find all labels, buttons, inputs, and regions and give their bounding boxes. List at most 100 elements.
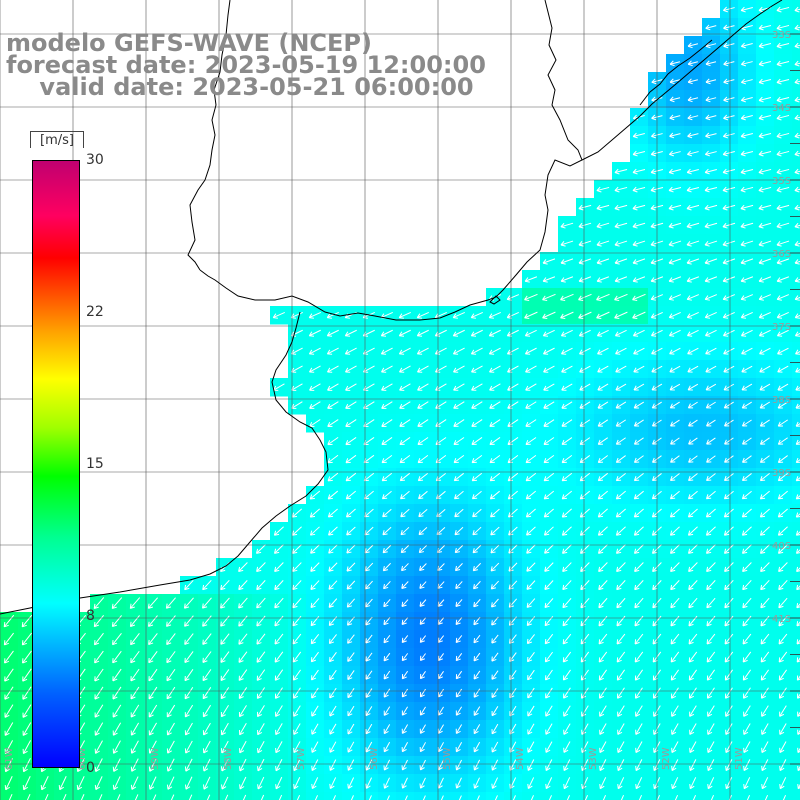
wind-arrow [202, 704, 212, 718]
wind-arrow [22, 740, 32, 754]
wind-arrow [417, 454, 429, 464]
wind-arrow [345, 365, 357, 373]
wind-arrow [438, 777, 444, 789]
wind-arrow-head [668, 259, 674, 265]
wind-arrow [687, 151, 699, 155]
wind-arrow-head [778, 657, 784, 663]
wind-arrow-head [689, 693, 695, 699]
wind-arrow-head [256, 584, 262, 591]
wind-arrow [111, 597, 123, 609]
wind-arrow-head [274, 657, 280, 663]
wind-arrow [112, 615, 122, 627]
wind-arrow-head [794, 222, 800, 229]
rio-de-la-plata-south-coastline [0, 311, 329, 615]
wind-arrow-head [704, 259, 710, 265]
wind-arrow [794, 278, 800, 282]
wind-arrow-head [417, 439, 423, 446]
wind-arrow-head [383, 783, 389, 789]
wind-arrow [364, 544, 374, 554]
wind-arrow [668, 258, 682, 264]
wind-arrow [742, 597, 752, 609]
wind-arrow-head [722, 168, 728, 175]
wind-arrow [328, 526, 338, 536]
wind-arrow [454, 526, 464, 536]
wind-arrow [473, 759, 481, 771]
wind-arrow-head [776, 6, 782, 13]
wind-arrow-head [455, 565, 461, 572]
wind-arrow [723, 25, 735, 29]
wind-arrow [670, 455, 680, 463]
wind-arrow-head [687, 114, 693, 121]
wind-arrow [473, 724, 481, 734]
wind-arrow-head [309, 512, 316, 518]
wind-arrow [580, 580, 590, 590]
wind-arrow-head [310, 584, 316, 590]
wind-arrow-head [560, 222, 566, 229]
wind-arrow-head [596, 186, 602, 193]
wind-arrow [598, 651, 608, 663]
wind-arrow-head [687, 150, 693, 157]
wind-cell [702, 792, 721, 800]
wind-arrow-head [759, 385, 765, 391]
wind-arrow [616, 580, 626, 590]
wind-arrow [602, 795, 607, 800]
wind-arrow-head [453, 476, 460, 482]
wind-arrow-head [742, 621, 748, 627]
wind-arrow [275, 759, 283, 771]
wind-arrow-head [562, 675, 568, 681]
wind-arrow-head [256, 675, 262, 681]
wind-arrow [489, 454, 501, 464]
wind-arrow-head [130, 748, 136, 754]
wind-arrow [796, 549, 800, 554]
wind-arrow [722, 258, 736, 264]
wind-arrow [202, 580, 212, 590]
wind-arrow-head [329, 656, 335, 663]
wind-arrow-head [723, 512, 730, 518]
wind-arrow-head [524, 349, 531, 355]
wind-arrow-head [417, 458, 423, 464]
wind-arrow-head [329, 675, 335, 681]
wind-arrow [149, 740, 157, 754]
wind-arrow [634, 544, 644, 554]
wind-arrow-head [632, 204, 638, 211]
wind-arrow-head [544, 584, 550, 590]
wind-arrow-head [776, 241, 782, 247]
wind-arrow [758, 204, 772, 210]
wind-arrow [668, 222, 682, 228]
wind-arrow [686, 294, 700, 300]
wind-arrow [471, 311, 483, 319]
wind-arrow [382, 508, 392, 518]
wind-arrow [796, 675, 800, 681]
wind-arrow-head [94, 784, 101, 791]
wind-arrow [524, 311, 538, 319]
wind-arrow-head [796, 639, 800, 645]
wind-arrow [634, 490, 644, 500]
wind-arrow-head [94, 712, 100, 718]
wind-arrow-head [578, 259, 584, 265]
wind-arrow [5, 776, 13, 790]
wind-arrow-head [112, 748, 118, 754]
wind-arrow [454, 508, 464, 518]
wind-arrow-head [758, 78, 764, 85]
wind-arrow [130, 722, 140, 736]
wind-arrow-head [257, 729, 263, 736]
wind-arrow [778, 508, 788, 518]
wind-cell [450, 792, 469, 800]
wind-arrow [329, 669, 337, 681]
wind-arrow [794, 170, 800, 174]
wind-arrow [473, 598, 481, 608]
wind-arrow-head [761, 729, 767, 735]
wind-arrow [220, 597, 230, 609]
wind-arrow [418, 526, 428, 536]
wind-arrow [345, 472, 357, 482]
wind-arrow [311, 669, 319, 681]
wind-arrow [437, 617, 445, 625]
wind-arrow-head [275, 729, 281, 736]
wind-arrow-head [794, 6, 800, 13]
wind-arrow-head [597, 457, 604, 463]
wind-arrow [455, 653, 463, 661]
wind-arrow-head [706, 421, 712, 427]
wind-arrow-head [688, 603, 694, 609]
wind-arrow-head [670, 421, 676, 427]
wind-arrow-head [724, 475, 730, 482]
